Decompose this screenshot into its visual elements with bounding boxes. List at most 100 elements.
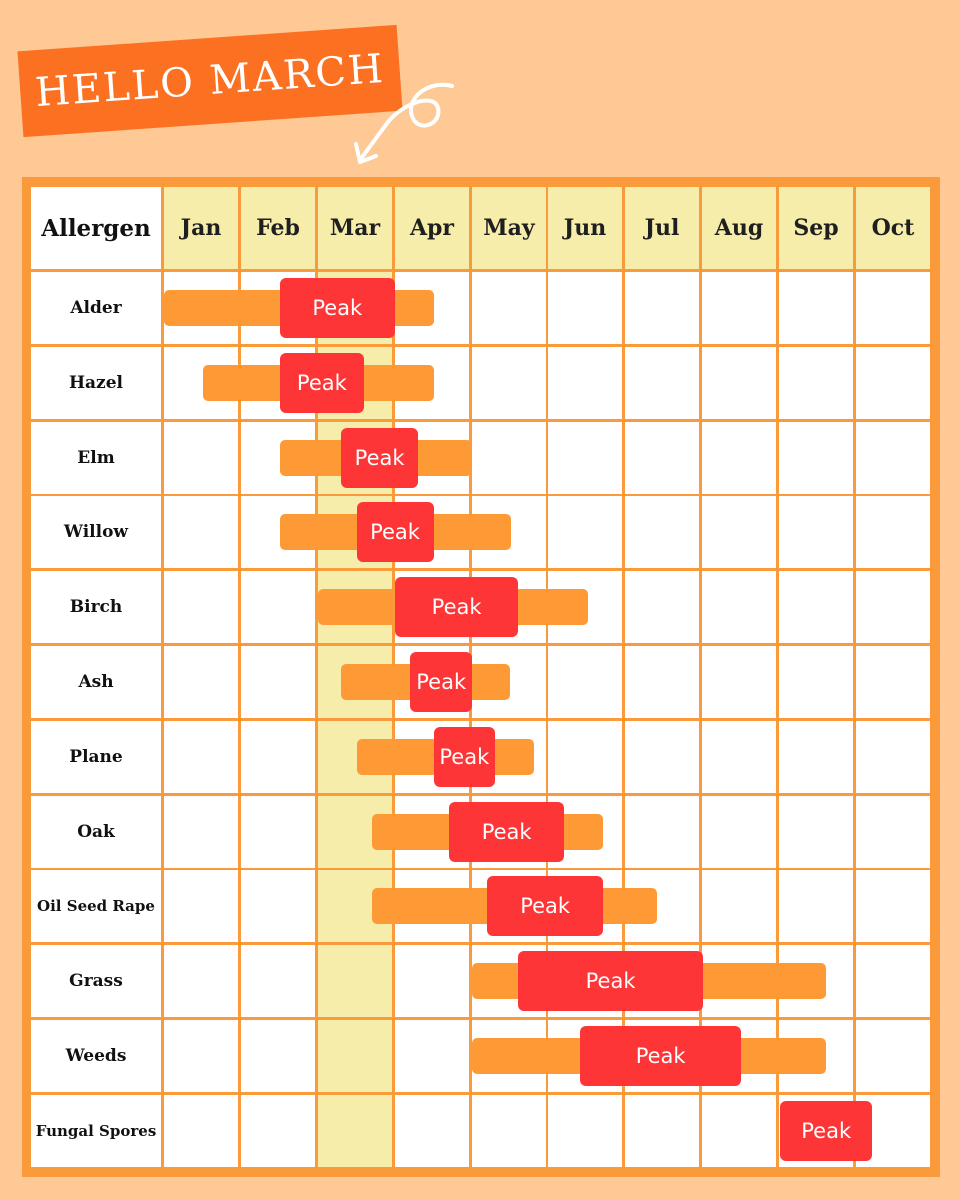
grid-cell [856,272,930,344]
grid-cell [779,496,853,569]
month-header-aug: Aug [702,187,776,269]
allergen-label: Fungal Spores [31,1094,161,1167]
grid-cell [779,870,853,943]
grid-cell [548,720,622,793]
grid-cell [702,870,776,943]
grid-cell [395,1020,469,1092]
grid-cell [164,945,238,1018]
grid-cell [779,421,853,494]
grid-cell [856,496,930,569]
grid-cell [318,1020,392,1092]
grid-cell [241,1020,315,1092]
grid-cell [702,795,776,868]
peak-marker: Peak [279,278,395,338]
grid-cell [625,795,699,868]
grid-cell [164,870,238,943]
peak-marker: Peak [579,1026,742,1086]
peak-marker: Peak [780,1100,873,1161]
grid-cell [241,646,315,718]
grid-cell [472,272,546,344]
allergen-label: Hazel [31,346,161,419]
grid-cell [702,272,776,344]
grid-cell [702,646,776,718]
grid-cell [702,421,776,494]
grid-cell [625,346,699,419]
peak-marker: Peak [395,577,519,638]
grid-cell [856,571,930,644]
grid-cell [472,346,546,419]
grid-cell [702,496,776,569]
grid-cell [779,720,853,793]
month-header-oct: Oct [856,187,930,269]
grid-cell [779,795,853,868]
grid-cell [472,421,546,494]
grid-cell [241,945,315,1018]
allergen-label: Oak [31,795,161,868]
peak-marker: Peak [341,427,419,488]
grid-cell [625,646,699,718]
peak-marker: Peak [356,502,434,563]
grid-cell [318,945,392,1018]
grid-cell [856,646,930,718]
grid-cell [548,421,622,494]
grid-cell [625,720,699,793]
grid-cell [856,1020,930,1092]
grid-cell [856,795,930,868]
curly-arrow-icon [354,82,454,164]
month-header-feb: Feb [241,187,315,269]
grid-cell [625,1094,699,1167]
grid-cell [472,1094,546,1167]
month-header-mar: Mar [318,187,392,269]
peak-marker: Peak [433,726,496,787]
allergen-calendar-chart: Allergen Jan Feb Mar Apr May Jun Jul Aug Sep Oct Al… [22,177,940,1177]
grid-cell [164,646,238,718]
grid-cell [856,945,930,1018]
grid-cell [164,496,238,569]
month-header-jan: Jan [164,187,238,269]
grid-cell [241,571,315,644]
grid-cell [625,496,699,569]
allergen-label: Ash [31,646,161,718]
peak-marker: Peak [410,652,472,712]
allergen-label: Willow [31,496,161,569]
grid-cell [395,1094,469,1167]
grid-cell [625,421,699,494]
grid-cell [625,272,699,344]
month-header-sep: Sep [779,187,853,269]
allergen-label: Oil Seed Rape [31,870,161,943]
peak-marker: Peak [487,876,603,937]
allergen-label: Weeds [31,1020,161,1092]
month-header-jun: Jun [548,187,622,269]
grid-cell [548,346,622,419]
grid-cell [395,945,469,1018]
peak-marker: Peak [279,352,365,413]
grid-cell [856,346,930,419]
allergen-label: Birch [31,571,161,644]
banner-title: HELLO MARCH [33,45,387,117]
grid-cell [164,720,238,793]
month-header-apr: Apr [395,187,469,269]
grid-cell [164,421,238,494]
grid-cell [164,795,238,868]
grid-cell [856,421,930,494]
grid-cell [241,870,315,943]
month-header-jul: Jul [625,187,699,269]
grid-cell [548,1094,622,1167]
grid-cell [548,496,622,569]
grid-cell [779,272,853,344]
peak-marker: Peak [518,951,703,1012]
allergen-label: Grass [31,945,161,1018]
grid-cell [164,1020,238,1092]
grid-cell [164,1094,238,1167]
grid-cell [856,870,930,943]
grid-cell [779,571,853,644]
allergen-label: Alder [31,272,161,344]
month-header-may: May [472,187,546,269]
allergen-label: Plane [31,720,161,793]
grid-cell [318,1094,392,1167]
peak-marker: Peak [448,801,565,862]
grid-cell [164,571,238,644]
grid-cell [241,1094,315,1167]
grid-cell [625,571,699,644]
grid-cell [702,1094,776,1167]
